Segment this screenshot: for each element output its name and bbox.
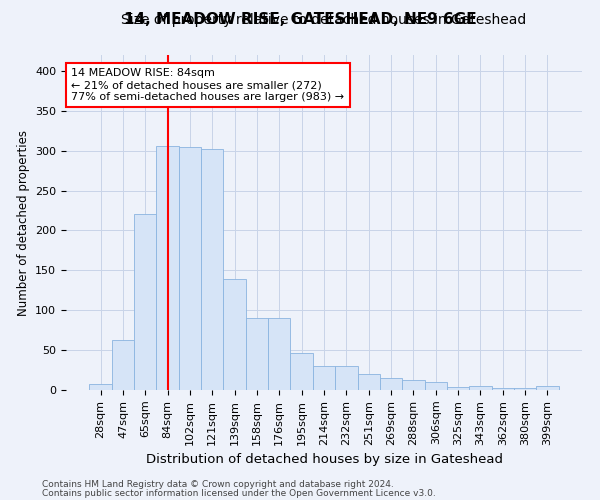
Text: 14 MEADOW RISE: 84sqm
← 21% of detached houses are smaller (272)
77% of semi-det: 14 MEADOW RISE: 84sqm ← 21% of detached … bbox=[71, 68, 344, 102]
Bar bbox=[536, 386, 559, 390]
Bar bbox=[313, 366, 335, 390]
Text: Contains HM Land Registry data © Crown copyright and database right 2024.: Contains HM Land Registry data © Crown c… bbox=[42, 480, 394, 489]
Bar bbox=[157, 146, 179, 390]
Bar bbox=[134, 214, 157, 390]
Bar bbox=[514, 388, 536, 390]
Bar bbox=[290, 354, 313, 390]
Bar bbox=[246, 318, 268, 390]
X-axis label: Distribution of detached houses by size in Gateshead: Distribution of detached houses by size … bbox=[146, 453, 503, 466]
Bar bbox=[447, 387, 469, 390]
Bar bbox=[112, 340, 134, 390]
Bar bbox=[89, 384, 112, 390]
Bar bbox=[223, 279, 246, 390]
Y-axis label: Number of detached properties: Number of detached properties bbox=[17, 130, 29, 316]
Bar bbox=[402, 380, 425, 390]
Bar bbox=[358, 374, 380, 390]
Bar bbox=[179, 146, 201, 390]
Text: Contains public sector information licensed under the Open Government Licence v3: Contains public sector information licen… bbox=[42, 488, 436, 498]
Title: Size of property relative to detached houses in Gateshead: Size of property relative to detached ho… bbox=[121, 14, 527, 28]
Bar bbox=[201, 149, 223, 390]
Bar bbox=[469, 386, 491, 390]
Bar bbox=[491, 388, 514, 390]
Bar bbox=[380, 378, 402, 390]
Text: 14, MEADOW RISE, GATESHEAD, NE9 6GE: 14, MEADOW RISE, GATESHEAD, NE9 6GE bbox=[124, 12, 476, 28]
Bar bbox=[335, 366, 358, 390]
Bar bbox=[268, 318, 290, 390]
Bar bbox=[425, 382, 447, 390]
